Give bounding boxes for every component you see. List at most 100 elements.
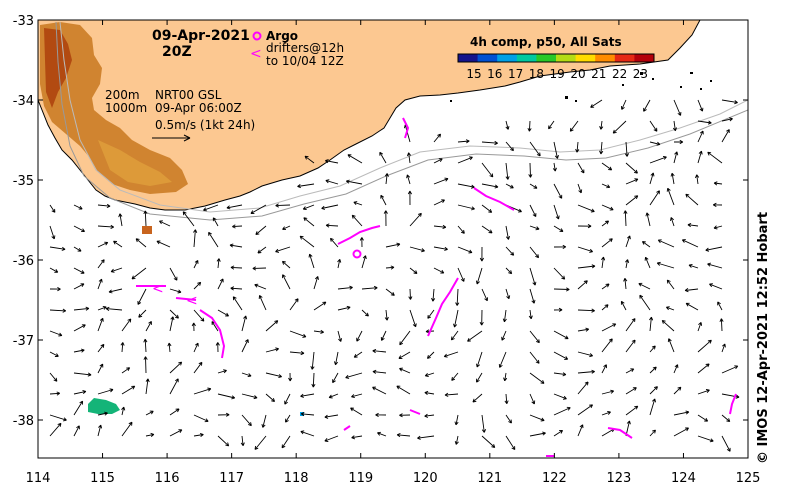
current-arrow <box>169 361 183 374</box>
current-arrow <box>649 366 657 374</box>
current-arrow <box>135 238 147 248</box>
current-arrow <box>232 296 243 311</box>
current-arrow <box>230 265 243 270</box>
current-arrow <box>265 372 282 379</box>
current-arrow <box>255 225 267 236</box>
current-arrow <box>193 229 198 248</box>
drifter-track <box>402 117 410 139</box>
current-arrow <box>97 305 107 311</box>
current-arrow <box>433 246 448 251</box>
current-arrow <box>97 203 111 209</box>
current-arrow <box>457 204 475 211</box>
current-arrow <box>643 99 651 112</box>
current-arrow <box>361 285 378 290</box>
current-arrow <box>409 212 422 227</box>
current-arrow <box>332 372 339 384</box>
current-arrow <box>649 398 657 416</box>
colorbar-segment <box>497 54 518 62</box>
current-arrow <box>169 429 183 437</box>
current-arrow <box>553 267 566 280</box>
scale-arrow <box>152 134 191 142</box>
current-arrow <box>308 253 315 269</box>
current-arrow <box>356 330 363 342</box>
current-arrow <box>97 259 105 269</box>
current-arrow <box>324 414 339 419</box>
drifter-track <box>343 425 351 431</box>
x-tick-label: 118 <box>284 471 309 486</box>
current-arrow <box>528 162 533 178</box>
current-source-label: NRT00 GSL <box>155 88 222 102</box>
current-arrow <box>505 246 515 256</box>
current-arrow <box>406 174 411 185</box>
x-tick-label: 122 <box>542 471 567 486</box>
current-arrow <box>553 287 570 292</box>
current-arrow <box>644 256 651 269</box>
current-arrow <box>121 406 126 416</box>
current-arrow <box>721 435 731 452</box>
current-arrow <box>577 183 583 194</box>
current-arrow <box>705 246 723 252</box>
current-arrow <box>673 364 679 374</box>
current-arrow <box>275 203 291 208</box>
current-arrow <box>121 318 132 332</box>
current-arrow <box>49 308 67 313</box>
current-arrow <box>661 319 675 332</box>
current-arrow <box>399 413 411 418</box>
current-arrow <box>351 214 363 227</box>
current-arrow <box>601 162 613 171</box>
current-arrow <box>481 225 493 234</box>
sst-mid-streak <box>98 140 172 186</box>
drifter-head-marker: < <box>186 293 198 309</box>
current-arrow <box>167 342 172 353</box>
current-arrow <box>529 330 540 344</box>
current-arrow <box>433 224 447 230</box>
colorbar-segment <box>477 54 498 62</box>
current-arrow <box>673 99 682 116</box>
current-arrow <box>193 432 204 438</box>
current-arrow <box>217 309 229 317</box>
current-arrow <box>49 267 59 273</box>
current-arrow <box>282 274 291 290</box>
current-arrow <box>553 204 560 220</box>
current-arrow <box>450 330 459 341</box>
current-arrow <box>265 320 279 332</box>
current-arrow <box>721 365 739 374</box>
current-arrow <box>649 172 655 185</box>
drifter-track <box>199 309 226 359</box>
current-arrow <box>577 404 593 416</box>
x-tick-label: 117 <box>219 471 244 486</box>
current-arrow <box>333 351 339 366</box>
current-arrow <box>361 309 369 317</box>
current-arrow <box>281 260 291 269</box>
colorbar-segment <box>458 54 479 62</box>
current-arrow <box>625 368 635 374</box>
colorbar-segment <box>536 54 557 62</box>
current-arrow <box>721 393 740 399</box>
current-arrow <box>656 261 675 269</box>
sst-legend-title: 4h comp, p50, All Sats <box>470 35 622 49</box>
current-arrow <box>481 183 499 189</box>
current-arrow <box>97 363 104 374</box>
current-arrow <box>97 278 103 290</box>
current-arrow <box>685 302 699 311</box>
current-arrow <box>385 242 401 248</box>
current-arrow <box>329 237 339 248</box>
current-arrow <box>232 224 243 229</box>
current-arrow <box>300 430 315 437</box>
colorbar-segment <box>614 54 635 62</box>
current-arrow <box>707 151 723 164</box>
current-arrow <box>324 435 339 442</box>
current-arrow <box>73 425 80 437</box>
x-tick-label: 123 <box>606 471 631 486</box>
current-arrow <box>252 266 267 271</box>
current-arrow <box>638 282 651 290</box>
drifter-tracks <box>136 117 737 457</box>
current-arrow <box>481 140 498 146</box>
current-arrow <box>73 324 86 332</box>
current-arrow <box>455 288 460 306</box>
current-arrow <box>553 244 567 249</box>
current-arrow <box>385 265 395 270</box>
current-arrow <box>601 256 606 269</box>
current-arrow <box>697 435 714 443</box>
current-arrow <box>407 190 412 206</box>
